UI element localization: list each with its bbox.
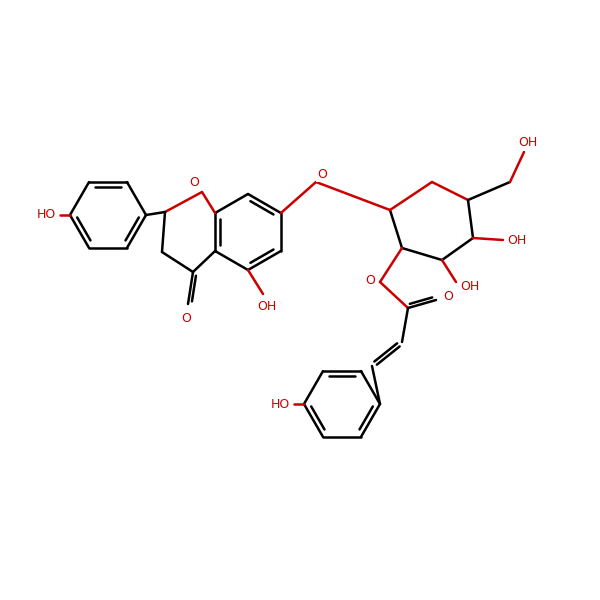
Text: OH: OH [460, 280, 479, 292]
Text: O: O [181, 311, 191, 325]
Text: OH: OH [508, 233, 527, 247]
Text: O: O [189, 175, 199, 188]
Text: O: O [443, 289, 453, 302]
Text: HO: HO [37, 208, 56, 221]
Text: O: O [317, 167, 327, 181]
Text: OH: OH [518, 136, 538, 148]
Text: HO: HO [271, 397, 290, 410]
Text: OH: OH [257, 299, 277, 313]
Text: O: O [365, 274, 375, 286]
